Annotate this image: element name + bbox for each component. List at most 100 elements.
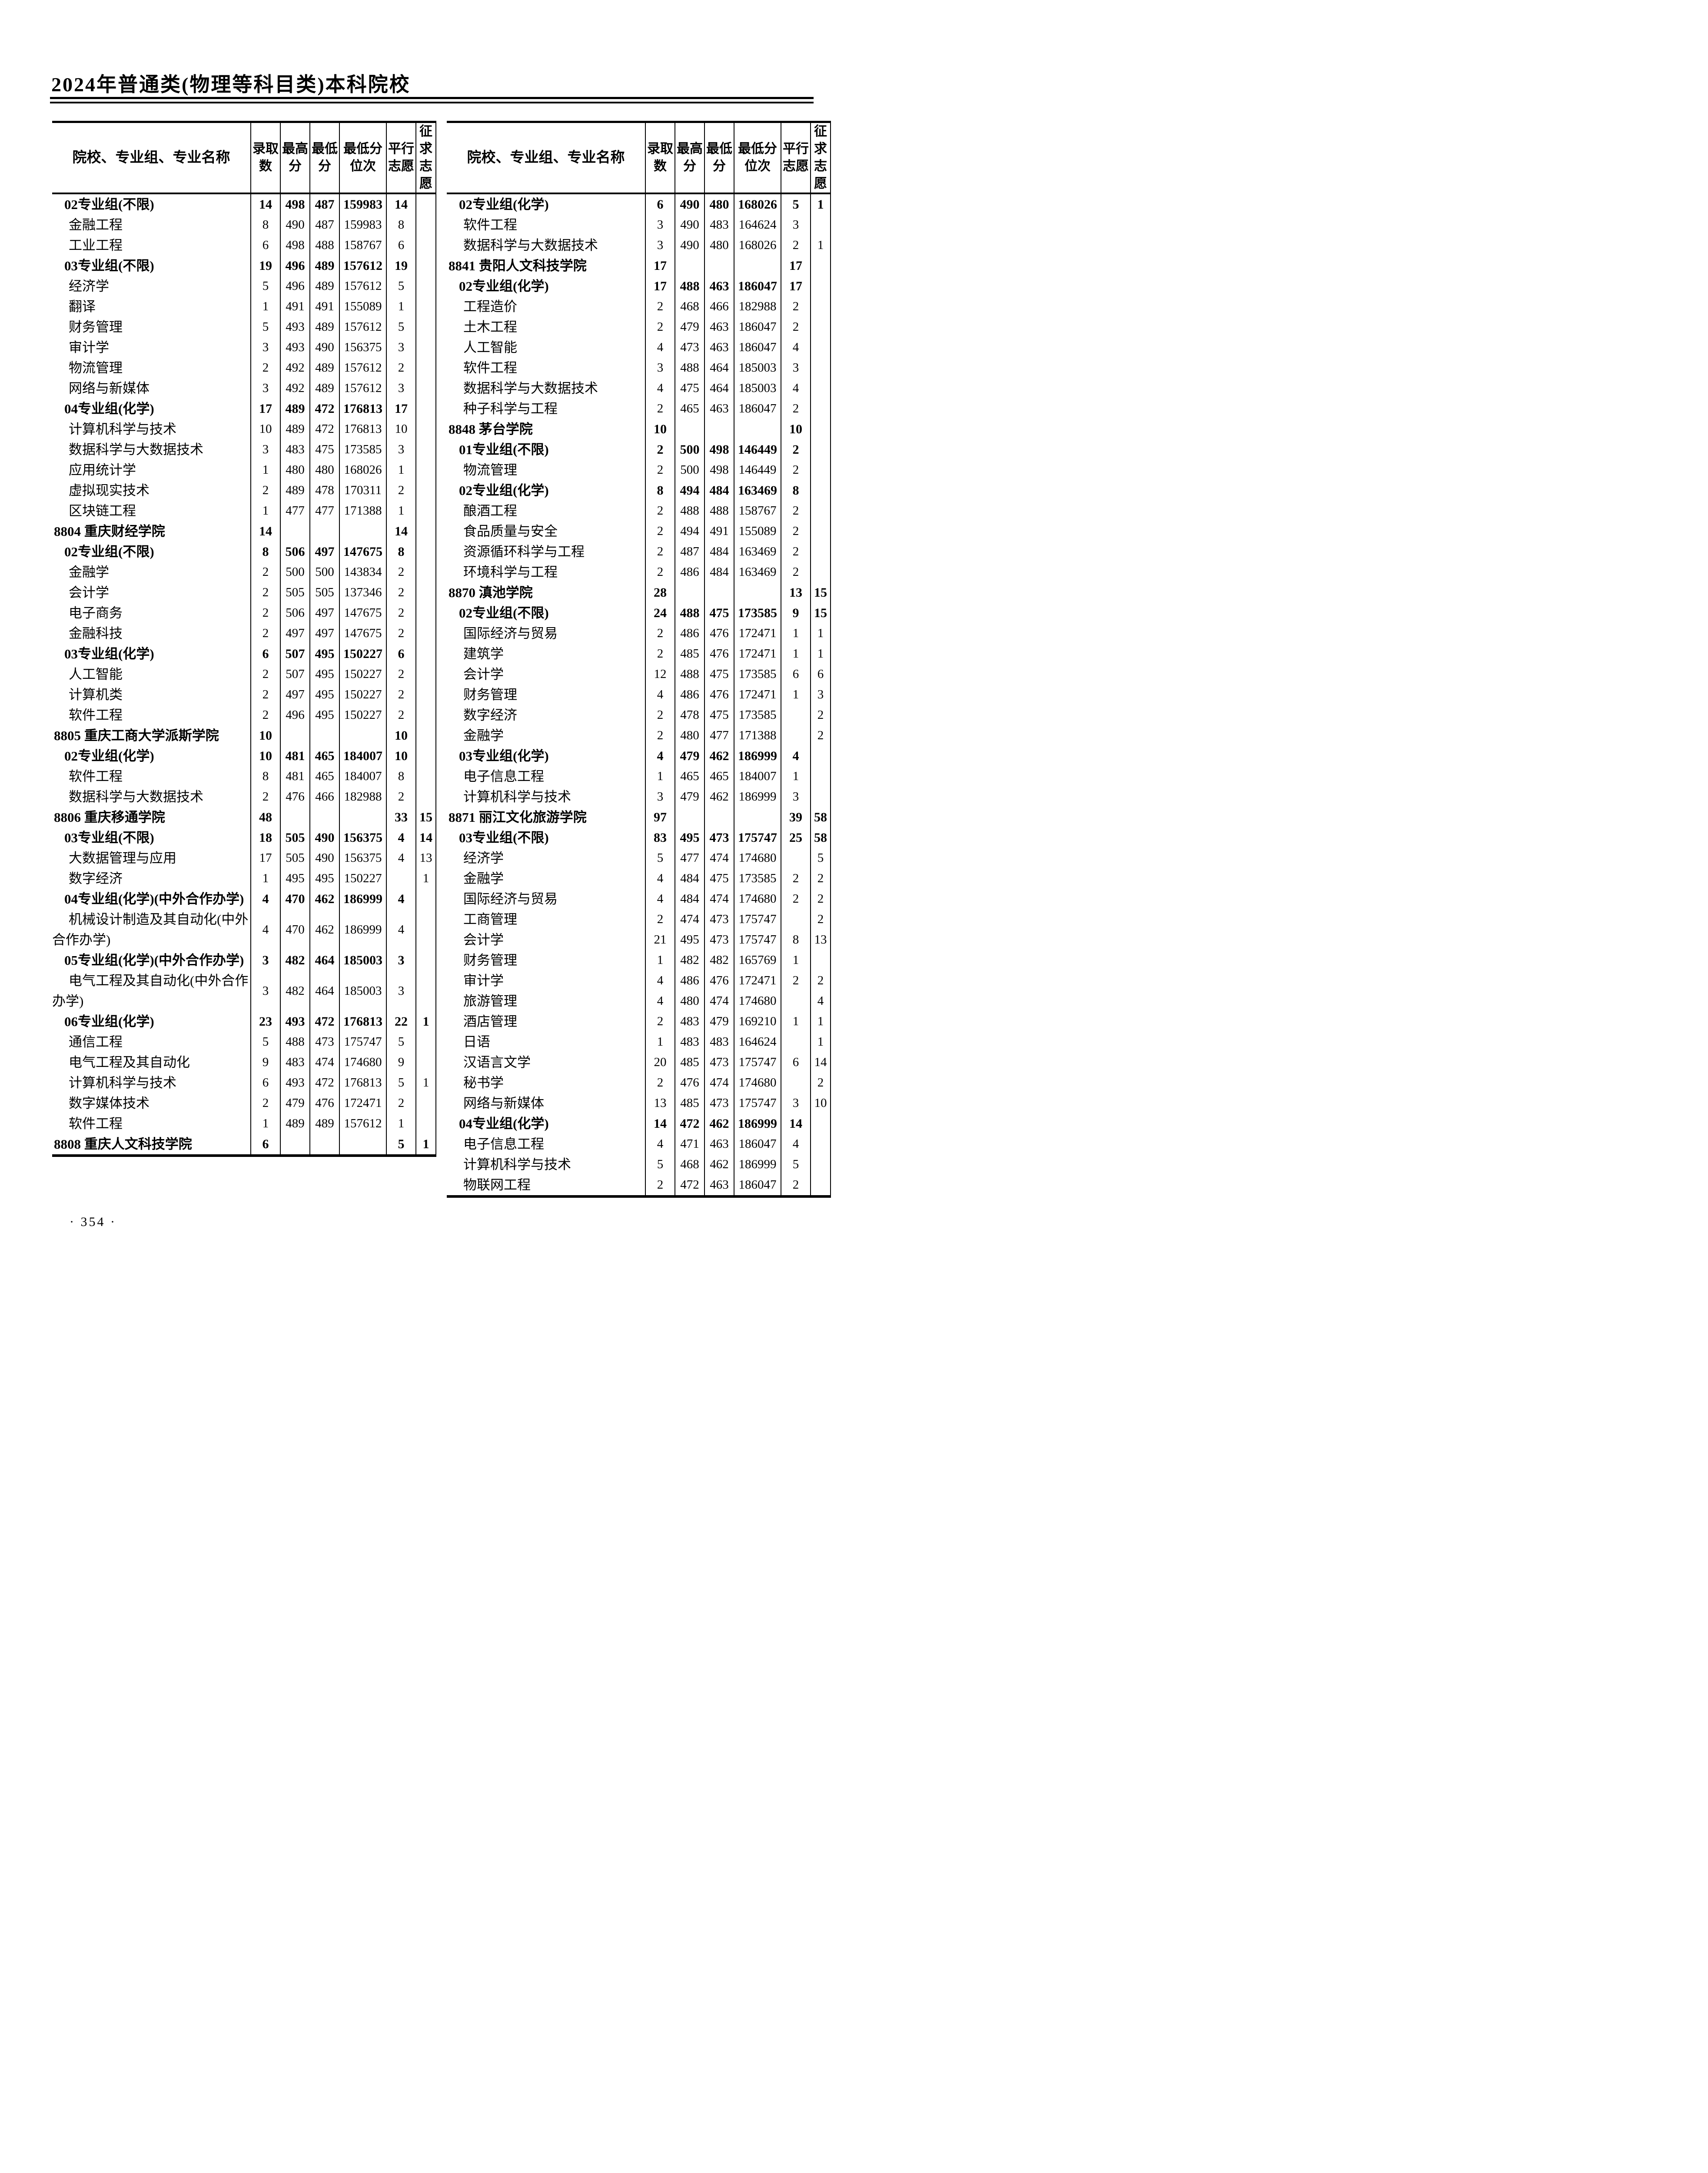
group-name: 02专业组(不限) <box>52 193 251 215</box>
lowest-score-cell: 491 <box>310 296 340 317</box>
lowest-score-cell: 464 <box>704 358 734 378</box>
parallel-pref-cell: 14 <box>386 193 416 215</box>
admit-count-cell: 6 <box>251 1134 281 1156</box>
admit-count-cell: 1 <box>251 501 281 521</box>
lowest-rank-cell: 157612 <box>339 256 387 276</box>
lowest-rank-cell: 169210 <box>734 1011 781 1032</box>
highest-score-cell: 489 <box>280 480 310 501</box>
solicited-pref-cell <box>416 480 436 501</box>
admit-count-cell: 1 <box>251 296 281 317</box>
major-row: 电子信息工程 4 471 463 186047 4 <box>447 1134 831 1154</box>
parallel-pref-cell: 3 <box>386 950 416 970</box>
solicited-pref-cell <box>416 705 436 725</box>
solicited-pref-cell: 15 <box>811 582 831 603</box>
parallel-pref-cell: 8 <box>781 930 811 950</box>
admit-count-cell: 4 <box>645 746 675 766</box>
column-header: 最低分 位次 <box>734 122 781 194</box>
admit-count-cell: 2 <box>645 1073 675 1093</box>
major-name: 经济学 <box>447 848 646 868</box>
highest-score-cell: 490 <box>675 235 705 256</box>
major-row: 区块链工程 1 477 477 171388 1 <box>52 501 436 521</box>
lowest-score-cell: 480 <box>704 193 734 215</box>
parallel-pref-cell: 8 <box>386 542 416 562</box>
lowest-rank-cell: 175747 <box>734 909 781 930</box>
major-row: 数据科学与大数据技术 4 475 464 185003 4 <box>447 378 831 399</box>
admit-count-cell: 1 <box>645 950 675 970</box>
major-name: 汉语言文学 <box>447 1052 646 1073</box>
lowest-rank-cell: 184007 <box>734 766 781 787</box>
solicited-pref-cell <box>416 1052 436 1073</box>
solicited-pref-cell: 2 <box>811 868 831 889</box>
group-name: 02专业组(不限) <box>447 603 646 623</box>
admit-count-cell: 4 <box>251 889 281 909</box>
admit-count-cell: 21 <box>645 930 675 950</box>
lowest-rank-cell: 150227 <box>339 868 387 889</box>
lowest-rank-cell: 156375 <box>339 827 387 848</box>
highest-score-cell: 498 <box>280 193 310 215</box>
lowest-score-cell: 491 <box>704 521 734 542</box>
lowest-score-cell: 489 <box>310 276 340 296</box>
lowest-rank-cell: 146449 <box>734 439 781 460</box>
highest-score-cell: 495 <box>675 930 705 950</box>
parallel-pref-cell <box>781 991 811 1011</box>
lowest-score-cell: 462 <box>310 889 340 909</box>
parallel-pref-cell: 4 <box>386 827 416 848</box>
lowest-rank-cell: 156375 <box>339 337 387 358</box>
admit-count-cell: 5 <box>251 317 281 337</box>
highest-score-cell: 468 <box>675 296 705 317</box>
solicited-pref-cell <box>416 439 436 460</box>
admit-count-cell: 14 <box>251 521 281 542</box>
highest-score-cell: 506 <box>280 603 310 623</box>
highest-score-cell: 495 <box>280 868 310 889</box>
major-name: 食品质量与安全 <box>447 521 646 542</box>
lowest-rank-cell: 168026 <box>734 235 781 256</box>
solicited-pref-cell <box>416 1113 436 1134</box>
group-name: 03专业组(不限) <box>52 827 251 848</box>
lowest-rank-cell: 172471 <box>734 623 781 644</box>
parallel-pref-cell: 5 <box>386 276 416 296</box>
admit-count-cell: 5 <box>251 276 281 296</box>
parallel-pref-cell <box>781 725 811 746</box>
parallel-pref-cell: 2 <box>781 460 811 480</box>
highest-score-cell: 475 <box>675 378 705 399</box>
major-row: 酿酒工程 2 488 488 158767 2 <box>447 501 831 521</box>
lowest-score-cell: 484 <box>704 542 734 562</box>
solicited-pref-cell: 1 <box>416 1073 436 1093</box>
page-number: · 354 · <box>70 1215 116 1229</box>
lowest-rank-cell: 175747 <box>339 1032 387 1052</box>
group-row: 02专业组(化学) 10 481 465 184007 10 <box>52 746 436 766</box>
parallel-pref-cell: 1 <box>386 1113 416 1134</box>
admit-count-cell: 4 <box>645 1134 675 1154</box>
solicited-pref-cell <box>416 909 436 950</box>
solicited-pref-cell <box>811 276 831 296</box>
institution-row: 8871 丽江文化旅游学院 97 39 58 <box>447 807 831 827</box>
parallel-pref-cell: 2 <box>781 521 811 542</box>
lowest-rank-cell: 175747 <box>734 827 781 848</box>
parallel-pref-cell: 1 <box>386 460 416 480</box>
parallel-pref-cell: 10 <box>386 419 416 439</box>
major-name: 金融科技 <box>52 623 251 644</box>
admit-count-cell: 2 <box>251 358 281 378</box>
lowest-rank-cell: 175747 <box>734 930 781 950</box>
lowest-rank-cell: 147675 <box>339 542 387 562</box>
highest-score-cell: 488 <box>675 603 705 623</box>
lowest-rank-cell: 186047 <box>734 1175 781 1196</box>
admit-count-cell: 5 <box>645 1154 675 1175</box>
highest-score-cell: 483 <box>675 1032 705 1052</box>
major-name: 秘书学 <box>447 1073 646 1093</box>
major-name: 旅游管理 <box>447 991 646 1011</box>
solicited-pref-cell <box>811 787 831 807</box>
parallel-pref-cell: 2 <box>386 603 416 623</box>
major-row: 物流管理 2 500 498 146449 2 <box>447 460 831 480</box>
major-row: 会计学 2 505 505 137346 2 <box>52 582 436 603</box>
solicited-pref-cell: 1 <box>811 623 831 644</box>
major-name: 翻译 <box>52 296 251 317</box>
parallel-pref-cell: 25 <box>781 827 811 848</box>
major-name: 电子信息工程 <box>447 1134 646 1154</box>
lowest-rank-cell: 186047 <box>734 399 781 419</box>
major-row: 数据科学与大数据技术 3 483 475 173585 3 <box>52 439 436 460</box>
solicited-pref-cell <box>416 256 436 276</box>
column-header-line: 数 <box>259 159 272 173</box>
lowest-score-cell: 498 <box>704 460 734 480</box>
solicited-pref-cell: 1 <box>416 1134 436 1156</box>
